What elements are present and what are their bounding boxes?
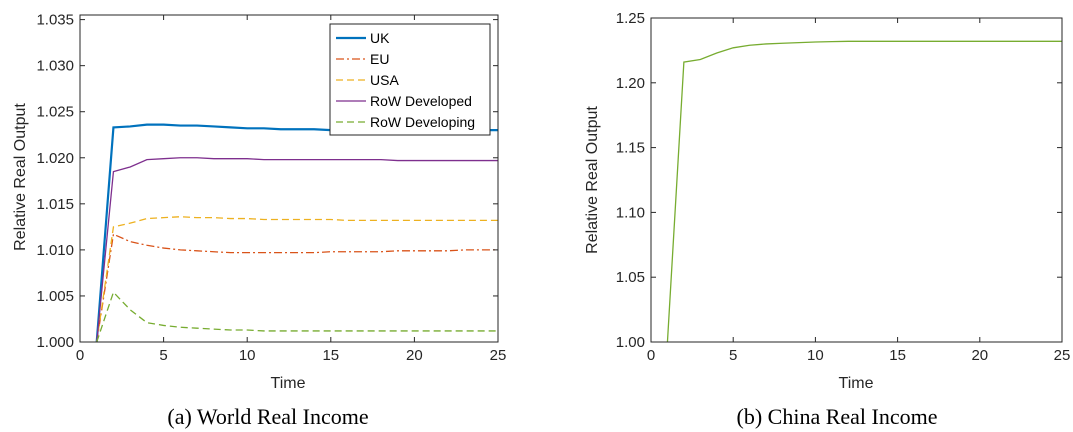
- legend-box: [329, 23, 491, 136]
- y-tick-label: 1.015: [36, 196, 74, 213]
- plot-frame: [650, 17, 1063, 343]
- legend-label: EU: [370, 51, 389, 67]
- x-tick-label: 0: [76, 347, 84, 364]
- legend-label: RoW Developing: [370, 114, 475, 130]
- x-tick-label: 5: [729, 347, 737, 364]
- plot-frame: [79, 14, 499, 343]
- legend-label: UK: [370, 30, 390, 46]
- chart-caption: (a) World Real Income: [167, 404, 368, 429]
- y-tick-label: 1.010: [36, 242, 74, 259]
- series-line: [666, 40, 1062, 342]
- y-tick-label: 1.10: [616, 204, 645, 221]
- x-axis-label: Time: [271, 375, 306, 392]
- series-line-eu: [96, 233, 498, 342]
- x-tick-label: 15: [322, 347, 339, 364]
- chart-panel-world-real-income: Time Relative Real Output (a) World Real…: [12, 12, 506, 429]
- y-tick-label: 1.025: [36, 104, 74, 121]
- series-line-row-developed: [96, 157, 498, 342]
- x-tick-label: 5: [159, 347, 167, 364]
- chart-panel-china-real-income: Time Relative Real Output (b) China Real…: [584, 10, 1070, 429]
- legend-label: USA: [370, 72, 399, 88]
- x-tick-label: 25: [1054, 347, 1071, 364]
- series-line-row-developing: [96, 291, 498, 342]
- series-line-usa: [96, 216, 498, 342]
- y-tick-label: 1.20: [616, 75, 645, 92]
- x-tick-label: 20: [406, 347, 423, 364]
- series-line-uk: [95, 123, 498, 342]
- y-tick-label: 1.035: [36, 12, 74, 29]
- x-tick-label: 10: [807, 347, 824, 364]
- y-tick-label: 1.15: [616, 140, 645, 157]
- y-axis-label: Relative Real Output: [584, 106, 601, 254]
- legend-label: RoW Developed: [370, 93, 472, 109]
- y-tick-label: 1.030: [36, 58, 74, 75]
- y-tick-label: 1.000: [36, 334, 74, 351]
- y-axis-label: Relative Real Output: [12, 103, 29, 251]
- x-tick-label: 10: [239, 347, 256, 364]
- y-tick-label: 1.020: [36, 150, 74, 167]
- legend: UK EU USA RoW Developed RoW Developing: [329, 23, 491, 136]
- x-axis-label: Time: [839, 375, 874, 392]
- x-tick-label: 25: [490, 347, 507, 364]
- x-tick-label: 0: [647, 347, 655, 364]
- chart-caption: (b) China Real Income: [737, 404, 938, 429]
- y-tick-label: 1.00: [616, 334, 645, 351]
- y-tick-label: 1.005: [36, 288, 74, 305]
- x-tick-label: 20: [971, 347, 988, 364]
- y-tick-label: 1.05: [616, 269, 645, 286]
- x-tick-label: 15: [889, 347, 906, 364]
- y-tick-label: 1.25: [616, 10, 645, 27]
